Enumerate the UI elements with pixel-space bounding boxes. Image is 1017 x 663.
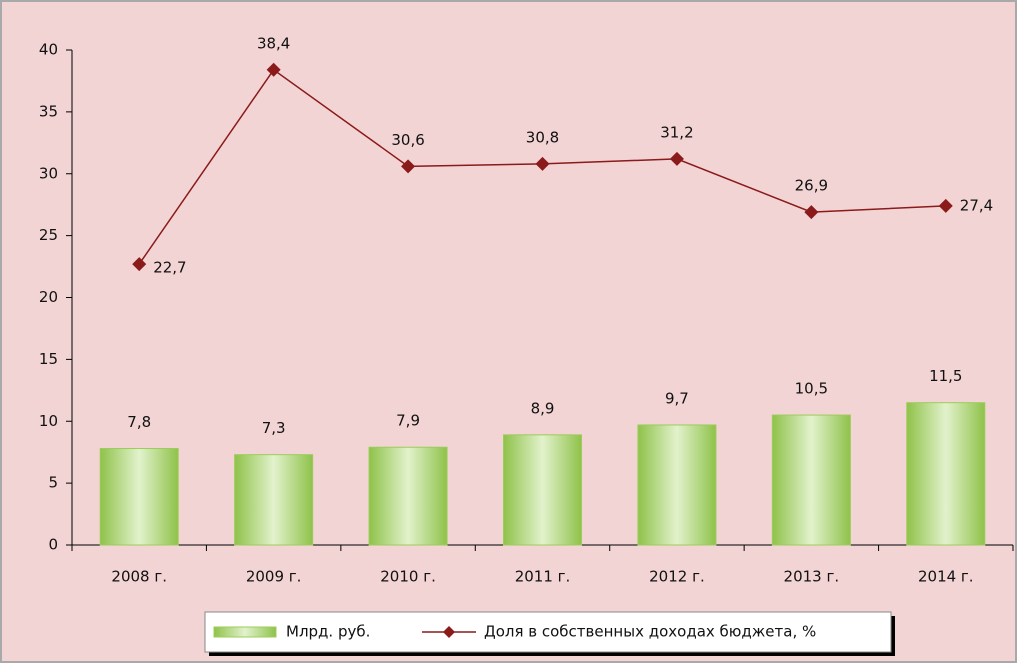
- x-tick-label: 2013 г.: [784, 568, 840, 586]
- marker: [669, 151, 684, 166]
- x-tick-label: 2010 г.: [380, 568, 436, 586]
- bar: [771, 414, 851, 546]
- y-tick-label: 20: [39, 288, 58, 306]
- data-label: 11,5: [929, 367, 962, 385]
- data-label: 31,2: [660, 123, 693, 141]
- bar: [503, 434, 582, 546]
- x-tick-label: 2011 г.: [515, 568, 571, 586]
- bar: [368, 446, 448, 546]
- marker: [401, 159, 416, 174]
- y-tick-label: 0: [48, 536, 58, 554]
- data-label: 22,7: [153, 259, 186, 277]
- data-label: 30,6: [391, 131, 424, 149]
- data-label: 30,8: [526, 128, 559, 146]
- y-tick-label: 15: [39, 350, 58, 368]
- marker: [132, 257, 147, 272]
- legend-label: Доля в собственных доходах бюджета, %: [484, 623, 816, 641]
- data-label: 26,9: [795, 177, 828, 195]
- legend-swatch: [213, 626, 277, 638]
- bar: [637, 424, 717, 546]
- marker: [535, 156, 550, 171]
- data-label: 10,5: [795, 380, 828, 398]
- y-tick-label: 10: [39, 412, 58, 430]
- x-tick-label: 2012 г.: [649, 568, 705, 586]
- data-label: 7,8: [127, 413, 151, 431]
- x-tick-label: 2008 г.: [111, 568, 167, 586]
- data-label: 9,7: [665, 389, 689, 407]
- data-label: 7,3: [262, 419, 286, 437]
- marker: [938, 198, 953, 213]
- bar: [234, 454, 314, 546]
- y-tick-label: 35: [39, 102, 58, 120]
- y-tick-label: 30: [39, 164, 58, 182]
- y-tick-label: 5: [48, 474, 58, 492]
- data-label: 8,9: [531, 399, 555, 417]
- data-label: 7,9: [396, 412, 420, 430]
- marker: [804, 205, 819, 220]
- x-tick-label: 2014 г.: [918, 568, 974, 586]
- data-label: 27,4: [960, 196, 993, 214]
- marker: [266, 62, 281, 77]
- bar: [99, 447, 179, 546]
- legend-marker: [443, 626, 455, 638]
- bar: [906, 402, 986, 546]
- y-tick-label: 25: [39, 226, 58, 244]
- x-tick-label: 2009 г.: [246, 568, 302, 586]
- data-label: 38,4: [257, 34, 290, 52]
- legend-label: Млрд. руб.: [286, 623, 370, 641]
- legend: [204, 611, 892, 653]
- y-tick-label: 40: [39, 41, 58, 59]
